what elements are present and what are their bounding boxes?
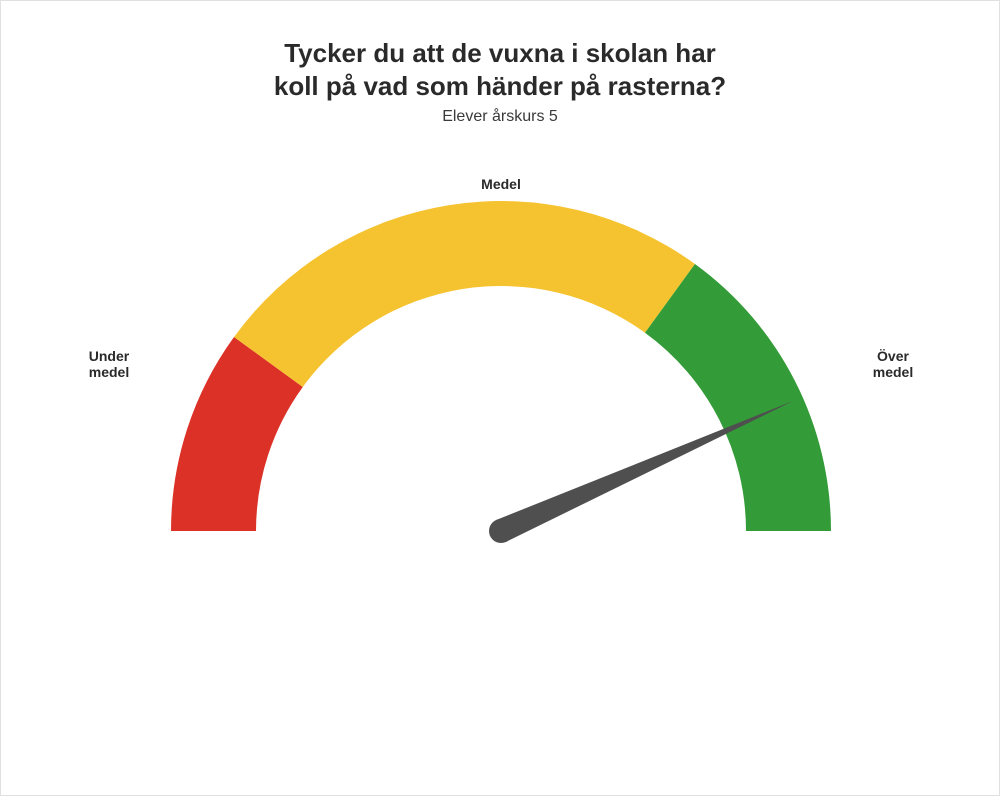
- chart-frame: Tycker du att de vuxna i skolan har koll…: [0, 0, 1000, 796]
- label-under-medel: Undermedel: [89, 348, 130, 380]
- gauge-segment: [234, 201, 695, 387]
- label-over-medel: Övermedel: [873, 348, 913, 380]
- gauge-segments: [171, 201, 831, 531]
- needle-hub: [489, 519, 513, 543]
- gauge-segment: [645, 264, 831, 531]
- gauge-chart: Undermedel Medel Övermedel: [1, 1, 1000, 797]
- label-medel: Medel: [481, 176, 521, 192]
